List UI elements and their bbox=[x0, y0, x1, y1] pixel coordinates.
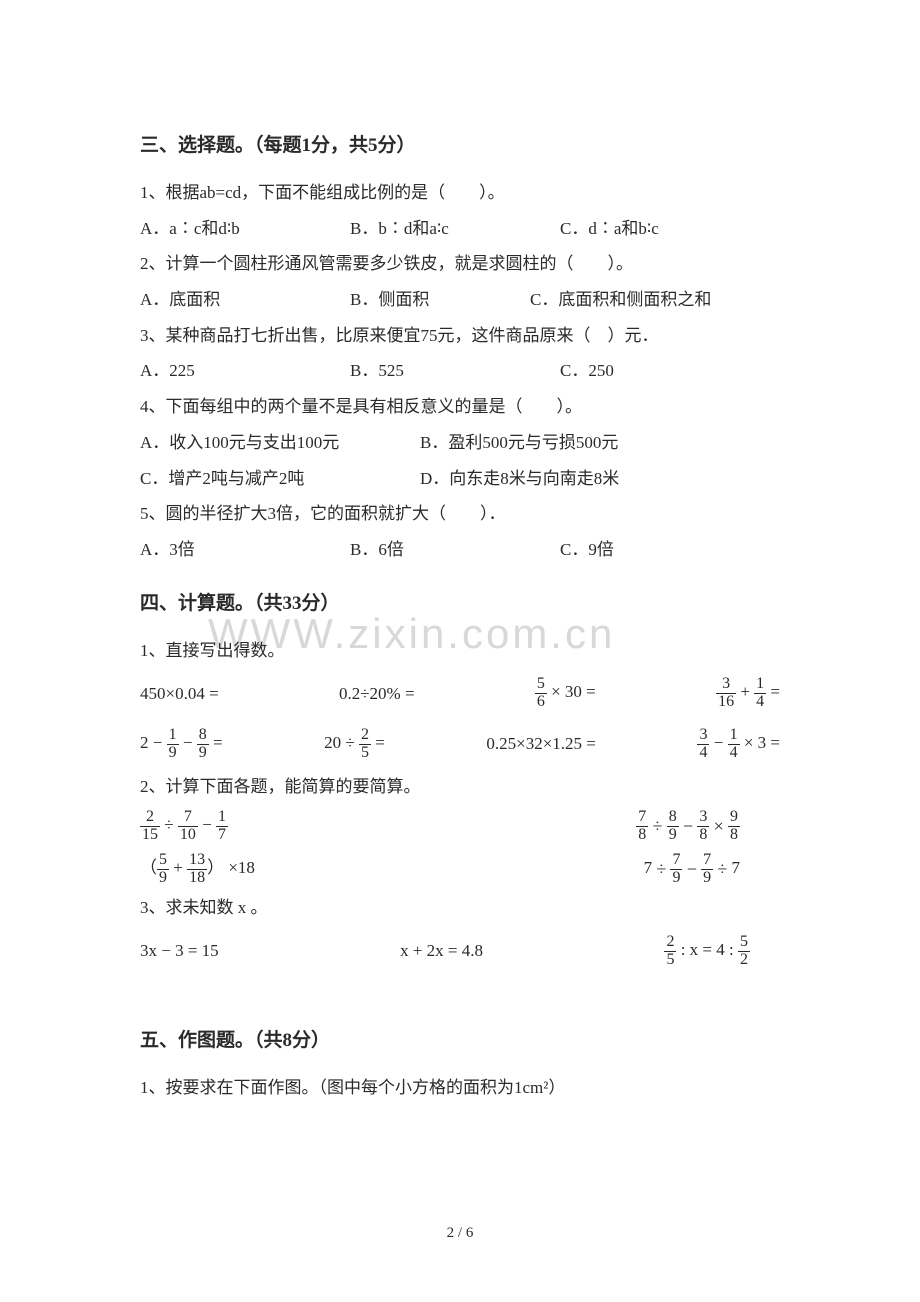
calc-row-1: 450×0.04 = 0.2÷20% = 56 × 30 = 316 + 14 … bbox=[140, 668, 780, 719]
q4-B: B．盈利500元与亏损500元 bbox=[420, 425, 618, 461]
q3-C: C．250 bbox=[560, 353, 614, 389]
q2-B: B．侧面积 bbox=[350, 282, 530, 318]
eq-1d: 316 + 14 = bbox=[716, 676, 780, 711]
q3-stem: 3、某种商品打七折出售，比原来便宜75元，这件商品原来（ ）元． bbox=[140, 318, 780, 354]
q4-options-1: A．收入100元与支出100元 B．盈利500元与亏损500元 bbox=[140, 425, 780, 461]
eq-2b: 20 ÷ 25 = bbox=[324, 727, 385, 762]
eq-s2b: 7 ÷ 79 − 79 ÷ 7 bbox=[644, 852, 740, 887]
s5-p1: 1、按要求在下面作图。（图中每个小方格的面积为1cm²） bbox=[140, 1070, 780, 1106]
eq-u1: 3x − 3 = 15 bbox=[140, 941, 219, 961]
unknown-row: 3x − 3 = 15 x + 2x = 4.8 25 : x = 4 : 52 bbox=[140, 926, 780, 977]
q4-A: A．收入100元与支出100元 bbox=[140, 425, 420, 461]
s4-p1: 1、直接写出得数。 bbox=[140, 633, 780, 669]
q2-options: A．底面积 B．侧面积 C．底面积和侧面积之和 bbox=[140, 282, 780, 318]
q1-C: C．d∶a和b∶c bbox=[560, 211, 659, 247]
eq-1b: 0.2÷20% = bbox=[339, 684, 415, 704]
eq-2a: 2 − 19 − 89 = bbox=[140, 727, 223, 762]
page-number: 2 / 6 bbox=[0, 1225, 920, 1242]
q5-A: A．3倍 bbox=[140, 532, 350, 568]
q1-options: A．a∶c和d∶b B．b∶d和a∶c C．d∶a和b∶c bbox=[140, 211, 780, 247]
q2-C: C．底面积和侧面积之和 bbox=[530, 282, 711, 318]
q1-B: B．b∶d和a∶c bbox=[350, 211, 560, 247]
q1-A: A．a∶c和d∶b bbox=[140, 211, 350, 247]
eq-s1b: 78 ÷ 89 − 38 × 98 bbox=[636, 809, 740, 844]
eq-2d: 34 − 14 × 3 = bbox=[697, 727, 780, 762]
eq-2c: 0.25×32×1.25 = bbox=[486, 734, 596, 754]
q3-B: B．525 bbox=[350, 353, 560, 389]
s4-p2: 2、计算下面各题，能简算的要简算。 bbox=[140, 769, 780, 805]
s4-p3: 3、求未知数 x 。 bbox=[140, 890, 780, 926]
q5-options: A．3倍 B．6倍 C．9倍 bbox=[140, 532, 780, 568]
simp-row-1: 215 ÷ 710 − 17 78 ÷ 89 − 38 × 98 bbox=[140, 805, 780, 848]
eq-s1a: 215 ÷ 710 − 17 bbox=[140, 809, 228, 844]
q4-C: C．增产2吨与减产2吨 bbox=[140, 461, 420, 497]
calc-row-2: 2 − 19 − 89 = 20 ÷ 25 = 0.25×32×1.25 = 3… bbox=[140, 719, 780, 770]
q4-D: D．向东走8米与向南走8米 bbox=[420, 461, 619, 497]
q2-stem: 2、计算一个圆柱形通风管需要多少铁皮，就是求圆柱的（ ）。 bbox=[140, 246, 780, 282]
q1-stem: 1、根据ab=cd，下面不能组成比例的是（ ）。 bbox=[140, 175, 780, 211]
q4-stem: 4、下面每组中的两个量不是具有相反意义的量是（ ）。 bbox=[140, 389, 780, 425]
q3-A: A．225 bbox=[140, 353, 350, 389]
eq-u2: x + 2x = 4.8 bbox=[400, 941, 483, 961]
section-5-heading: 五、作图题。（共8分） bbox=[140, 1025, 780, 1052]
q5-C: C．9倍 bbox=[560, 532, 614, 568]
simp-row-2: （59 + 1318） ×18 7 ÷ 79 − 79 ÷ 7 bbox=[140, 848, 780, 891]
q2-A: A．底面积 bbox=[140, 282, 350, 318]
q5-stem: 5、圆的半径扩大3倍，它的面积就扩大（ ）． bbox=[140, 496, 780, 532]
eq-1a: 450×0.04 = bbox=[140, 684, 219, 704]
eq-1c: 56 × 30 = bbox=[535, 676, 596, 711]
section-4-heading: 四、计算题。（共33分） bbox=[140, 588, 780, 615]
q4-options-2: C．增产2吨与减产2吨 D．向东走8米与向南走8米 bbox=[140, 461, 780, 497]
section-3-heading: 三、选择题。（每题1分，共5分） bbox=[140, 130, 780, 157]
q5-B: B．6倍 bbox=[350, 532, 560, 568]
eq-s2a: （59 + 1318） ×18 bbox=[140, 852, 255, 887]
q3-options: A．225 B．525 C．250 bbox=[140, 353, 780, 389]
eq-u3: 25 : x = 4 : 52 bbox=[664, 934, 750, 969]
